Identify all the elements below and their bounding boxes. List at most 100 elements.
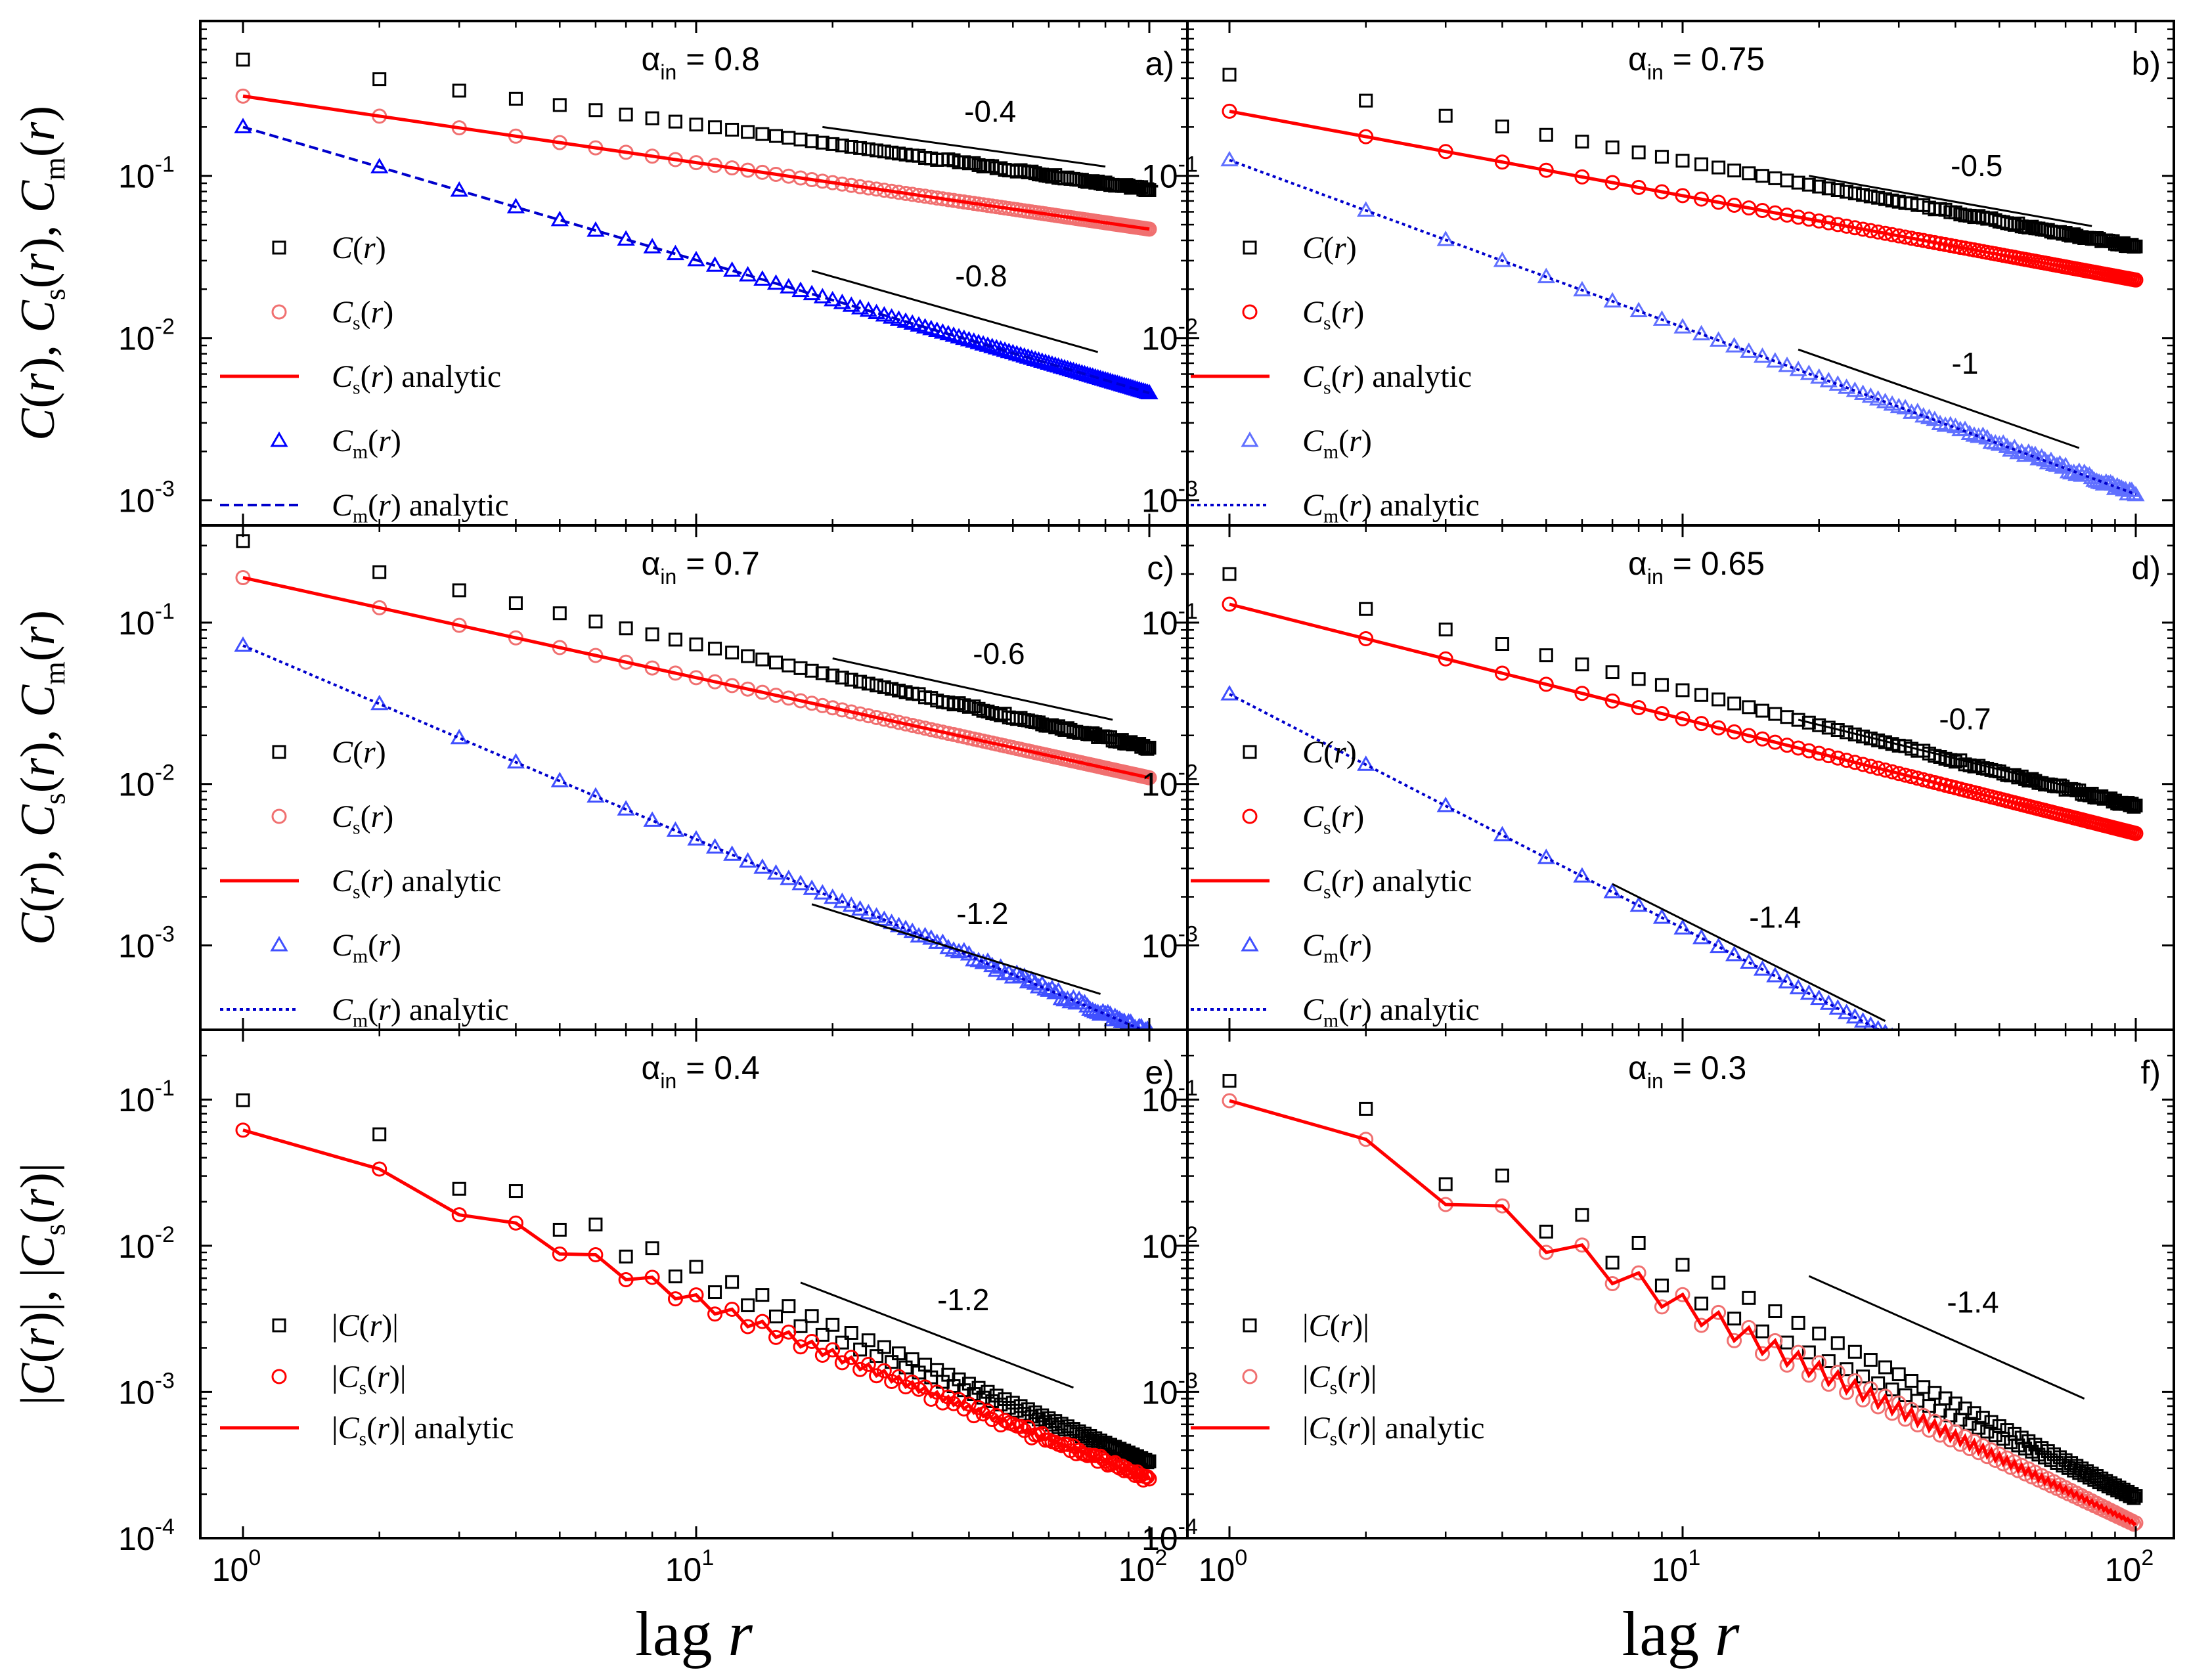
label-part: r: [1340, 1308, 1353, 1343]
label-part: s: [1323, 881, 1331, 903]
data-point: [1840, 1362, 1854, 1377]
data-point: [708, 642, 722, 656]
slope-label: -0.8: [955, 259, 1007, 293]
label-part: r: [1349, 928, 1361, 963]
slope-label: -0.4: [964, 95, 1016, 129]
y-tick-base: 10: [1141, 1374, 1178, 1411]
label-part: r: [11, 121, 65, 141]
label-part: C: [1302, 864, 1324, 898]
label-part: s: [353, 817, 361, 839]
label-part: (: [11, 896, 65, 913]
series--cs-r-analytic: [242, 1128, 1150, 1481]
data-point: [826, 668, 840, 682]
data-point: [2041, 1109, 2055, 1121]
data-point: [2121, 1152, 2135, 1164]
y-tick-exponent: -2: [1178, 761, 1198, 785]
x-tick-label: 102: [1118, 1545, 1168, 1588]
data-point: [689, 637, 703, 652]
label-part: (: [1338, 928, 1349, 963]
data-point: [1756, 169, 1770, 183]
alpha-symbol: α: [1628, 545, 1647, 582]
x-tick-exponent: 0: [1235, 1545, 1247, 1570]
data-point: [971, 158, 986, 172]
label-part: |: [1302, 1359, 1309, 1394]
label-part: (: [368, 992, 378, 1027]
label-part: C: [332, 488, 353, 523]
data-point: [1789, 361, 1807, 376]
y-tick-label: 10-4: [1141, 1514, 1198, 1557]
data-point: [1015, 347, 1034, 363]
y-tick-label: 10-4: [118, 1514, 175, 1557]
data-point: [1996, 1084, 2010, 1096]
label-part: (: [11, 273, 65, 289]
slope-label: -1: [1952, 346, 1979, 380]
x-tick-base: 10: [2105, 1551, 2142, 1588]
legend-label: Cm(r): [1302, 424, 1372, 463]
data-point: [1839, 1384, 1855, 1400]
panel-data: [1220, 68, 2145, 502]
data-point: [2018, 1101, 2033, 1114]
data-point: [2052, 1118, 2067, 1130]
data-point: [1652, 908, 1671, 924]
data-point: [782, 1299, 796, 1314]
data-point: [1222, 1093, 1237, 1109]
data-point: [1004, 343, 1022, 359]
data-point: [1845, 381, 1864, 397]
y-tick-exponent: -1: [155, 152, 175, 177]
slope-label: -1.2: [937, 1283, 989, 1317]
label-part: r: [1349, 488, 1361, 523]
data-point: [1863, 1353, 1878, 1367]
series-line: [242, 125, 1150, 395]
data-point: [2125, 797, 2139, 811]
label-part: r: [1348, 1359, 1360, 1394]
panel-data: [235, 1093, 1157, 1488]
data-point: [2077, 1127, 2092, 1139]
panel-data: [234, 53, 1159, 399]
data-point: [668, 632, 682, 647]
data-point: [1905, 1373, 1919, 1388]
data-point: [1138, 1452, 1153, 1467]
data-point: [803, 284, 821, 301]
label-part: s: [1330, 1377, 1338, 1399]
data-point: [1711, 1304, 1727, 1320]
data-point: [550, 772, 569, 787]
x-axis-title: lag r: [635, 1599, 753, 1669]
data-point: [2119, 1149, 2133, 1161]
series-c-r-: [1222, 68, 2143, 254]
panel-letter: e): [1145, 1054, 1174, 1091]
data-point: [1725, 945, 1744, 962]
data-point: [234, 118, 252, 133]
alpha-value: 0.7: [714, 545, 760, 582]
data-point: [885, 682, 899, 696]
y-axis-title: C(r), Cs(r), Cm(r): [11, 610, 71, 945]
data-point: [1710, 331, 1728, 347]
data-point: [1821, 720, 1836, 735]
data-point: [1099, 1004, 1117, 1020]
data-point: [708, 120, 722, 135]
data-point: [791, 281, 810, 298]
legend-label: Cm(r) analytic: [1302, 992, 1480, 1032]
data-point: [1694, 1296, 1709, 1311]
label-part: ): [1346, 231, 1357, 265]
label-part: C: [338, 1308, 360, 1343]
alpha-symbol: α: [642, 41, 661, 77]
label-part: (: [1338, 424, 1349, 458]
alpha-symbol: α: [642, 1050, 661, 1086]
label-part: (: [366, 1359, 377, 1394]
data-point: [1768, 707, 1782, 721]
data-point: [1359, 93, 1373, 108]
label-part: C: [332, 231, 353, 265]
legend-entry: Cs(r): [1242, 799, 1364, 839]
alpha-annotation: αin = 0.4: [642, 1050, 760, 1093]
data-point: [1855, 1392, 1871, 1408]
label-part: ) analytic: [391, 488, 509, 523]
label-part: C: [11, 804, 65, 837]
legend-marker-swatch: [1242, 808, 1258, 824]
data-point: [1958, 1402, 1972, 1416]
x-tick-base: 10: [1652, 1551, 1689, 1588]
data-point: [552, 606, 567, 621]
data-point: [1863, 189, 1878, 204]
legend-label: Cs(r): [332, 295, 393, 334]
y-axis-title: C(r), Cs(r), Cm(r): [11, 106, 71, 441]
label-part: r: [1342, 359, 1354, 394]
